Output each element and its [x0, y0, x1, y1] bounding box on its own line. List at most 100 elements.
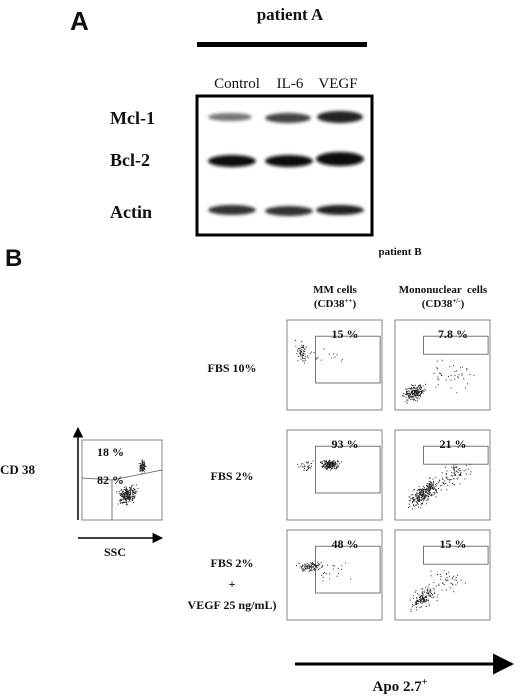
- dot: [430, 590, 432, 592]
- dot: [435, 386, 437, 388]
- dot: [326, 466, 328, 468]
- dot: [430, 487, 432, 489]
- dot: [314, 563, 316, 565]
- dot: [141, 465, 143, 467]
- dot: [461, 373, 463, 375]
- dot: [464, 387, 466, 389]
- dot: [408, 506, 410, 508]
- dot: [406, 391, 408, 393]
- dot: [424, 596, 426, 598]
- dot: [422, 598, 424, 600]
- dot: [308, 563, 310, 565]
- dot: [425, 600, 427, 602]
- dot: [415, 390, 417, 392]
- dot: [445, 482, 447, 484]
- dot: [441, 472, 443, 474]
- dot: [435, 496, 437, 498]
- dot: [137, 488, 139, 490]
- dot: [409, 500, 411, 502]
- dot: [418, 497, 420, 499]
- dot: [407, 387, 409, 389]
- dot: [414, 603, 416, 605]
- dot: [454, 378, 456, 380]
- dot: [332, 461, 334, 463]
- dot: [405, 401, 407, 403]
- dot: [463, 470, 465, 472]
- dot: [416, 400, 418, 402]
- dot: [320, 561, 322, 563]
- dot: [415, 389, 417, 391]
- dot: [427, 495, 429, 497]
- dot: [405, 396, 407, 398]
- dot: [312, 566, 314, 568]
- dot: [300, 350, 302, 352]
- dot: [427, 590, 429, 592]
- dot: [419, 393, 421, 395]
- dot: [338, 461, 340, 463]
- dot: [120, 502, 122, 504]
- dot: [129, 491, 131, 493]
- dot: [131, 485, 133, 487]
- dot: [420, 497, 422, 499]
- dot: [134, 492, 136, 494]
- axis-label: SSC: [104, 545, 126, 559]
- dot: [420, 600, 422, 602]
- dot: [299, 354, 301, 356]
- dot: [331, 462, 333, 464]
- dot: [409, 397, 411, 399]
- dot: [121, 494, 123, 496]
- gate: [423, 545, 489, 565]
- dot: [140, 469, 142, 471]
- dot: [428, 480, 430, 482]
- dot: [129, 497, 131, 499]
- dot: [132, 492, 134, 494]
- dot: [425, 489, 427, 491]
- dot: [125, 500, 127, 502]
- dot: [126, 496, 128, 498]
- dot: [432, 482, 434, 484]
- dot: [460, 472, 462, 474]
- dot: [300, 352, 302, 354]
- dot: [421, 494, 423, 496]
- dot: [329, 466, 331, 468]
- dot: [306, 563, 308, 565]
- dot: [125, 491, 127, 493]
- dot: [416, 397, 418, 399]
- dot: [131, 496, 133, 498]
- dot: [420, 504, 422, 506]
- dot: [132, 495, 134, 497]
- dot: [303, 360, 305, 362]
- dot: [419, 496, 421, 498]
- dot: [423, 600, 425, 602]
- dot: [314, 573, 316, 575]
- dot: [323, 466, 325, 468]
- dot: [143, 467, 145, 469]
- dot: [433, 484, 435, 486]
- dot: [313, 565, 315, 567]
- dot: [430, 595, 432, 597]
- dot: [327, 462, 329, 464]
- dot: [301, 566, 303, 568]
- dot: [299, 349, 301, 351]
- dot: [121, 502, 123, 504]
- dot: [459, 473, 461, 475]
- dot: [134, 495, 136, 497]
- dot: [337, 466, 339, 468]
- dot: [329, 465, 331, 467]
- dot: [454, 474, 456, 476]
- dot: [313, 351, 315, 353]
- dot: [422, 593, 424, 595]
- dot: [309, 353, 311, 355]
- dot: [413, 398, 415, 400]
- dot: [123, 497, 125, 499]
- dot: [419, 601, 421, 603]
- dot: [430, 570, 432, 572]
- dot: [433, 587, 435, 589]
- dot: [125, 495, 127, 497]
- dot: [125, 489, 127, 491]
- dot: [427, 490, 429, 492]
- dot: [334, 462, 336, 464]
- dot: [419, 596, 421, 598]
- dot: [411, 384, 413, 386]
- dot: [327, 463, 329, 465]
